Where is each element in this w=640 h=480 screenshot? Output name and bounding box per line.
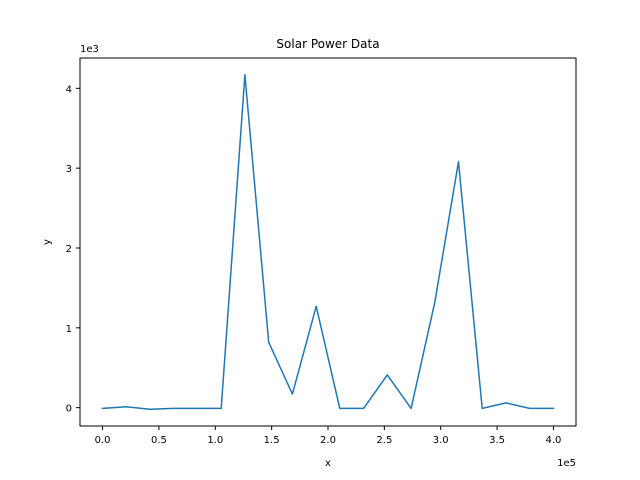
x-tick-label: 3.0 — [433, 435, 449, 446]
x-axis-label: x — [325, 458, 331, 469]
x-tick-label: 0.0 — [95, 435, 111, 446]
y-tick-label: 3 — [66, 164, 72, 175]
y-axis-label: y — [42, 239, 53, 245]
x-tick-label: 1.5 — [264, 435, 280, 446]
series-line-0 — [101, 74, 555, 410]
y-axis: 0 1 2 3 4 — [66, 84, 80, 415]
y-tick-label: 2 — [66, 244, 72, 255]
x-tick-label: 3.5 — [489, 435, 505, 446]
y-tick-label: 4 — [66, 84, 72, 95]
x-tick-label: 4.0 — [546, 435, 562, 446]
x-scale-label: 1e5 — [557, 458, 576, 469]
y-tick-label: 0 — [66, 404, 72, 415]
x-tick-label: 2.5 — [376, 435, 392, 446]
x-axis: 0.0 0.5 1.0 1.5 2.0 2.5 3.0 3.5 4.0 — [95, 426, 562, 446]
x-tick-label: 0.5 — [151, 435, 167, 446]
y-tick-label: 1 — [66, 324, 72, 335]
y-scale-label: 1e3 — [80, 44, 99, 55]
x-tick-label: 2.0 — [320, 435, 336, 446]
x-tick-label: 1.0 — [207, 435, 223, 446]
chart-title: Solar Power Data — [276, 37, 379, 51]
